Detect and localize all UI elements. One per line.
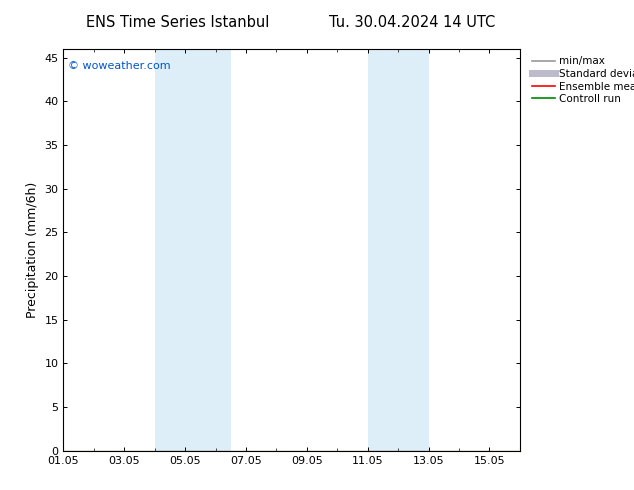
Text: Tu. 30.04.2024 14 UTC: Tu. 30.04.2024 14 UTC (329, 15, 495, 30)
Legend: min/max, Standard deviation, Ensemble mean run, Controll run: min/max, Standard deviation, Ensemble me… (529, 54, 634, 106)
Bar (368, 49, 429, 451)
Bar (155, 49, 231, 451)
Text: ENS Time Series Istanbul: ENS Time Series Istanbul (86, 15, 269, 30)
Y-axis label: Precipitation (mm/6h): Precipitation (mm/6h) (26, 182, 39, 318)
Text: © woweather.com: © woweather.com (68, 61, 171, 71)
